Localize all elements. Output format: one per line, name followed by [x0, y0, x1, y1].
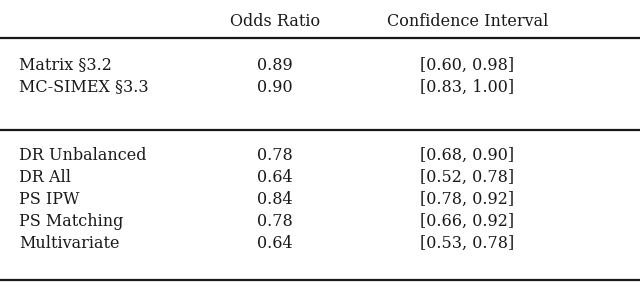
- Text: 0.64: 0.64: [257, 234, 293, 252]
- Text: [0.52, 0.78]: [0.52, 0.78]: [420, 169, 515, 185]
- Text: [0.68, 0.90]: [0.68, 0.90]: [420, 146, 515, 163]
- Text: DR Unbalanced: DR Unbalanced: [19, 146, 147, 163]
- Text: 0.78: 0.78: [257, 146, 293, 163]
- Text: Matrix §3.2: Matrix §3.2: [19, 56, 112, 73]
- Text: DR All: DR All: [19, 169, 71, 185]
- Text: 0.84: 0.84: [257, 191, 293, 207]
- Text: Odds Ratio: Odds Ratio: [230, 14, 320, 31]
- Text: PS IPW: PS IPW: [19, 191, 80, 207]
- Text: [0.60, 0.98]: [0.60, 0.98]: [420, 56, 515, 73]
- Text: [0.53, 0.78]: [0.53, 0.78]: [420, 234, 515, 252]
- Text: MC-SIMEX §3.3: MC-SIMEX §3.3: [19, 79, 149, 95]
- Text: Multivariate: Multivariate: [19, 234, 120, 252]
- Text: 0.64: 0.64: [257, 169, 293, 185]
- Text: Confidence Interval: Confidence Interval: [387, 14, 548, 31]
- Text: 0.78: 0.78: [257, 213, 293, 230]
- Text: [0.83, 1.00]: [0.83, 1.00]: [420, 79, 515, 95]
- Text: 0.89: 0.89: [257, 56, 293, 73]
- Text: [0.66, 0.92]: [0.66, 0.92]: [420, 213, 515, 230]
- Text: [0.78, 0.92]: [0.78, 0.92]: [420, 191, 515, 207]
- Text: PS Matching: PS Matching: [19, 213, 124, 230]
- Text: 0.90: 0.90: [257, 79, 293, 95]
